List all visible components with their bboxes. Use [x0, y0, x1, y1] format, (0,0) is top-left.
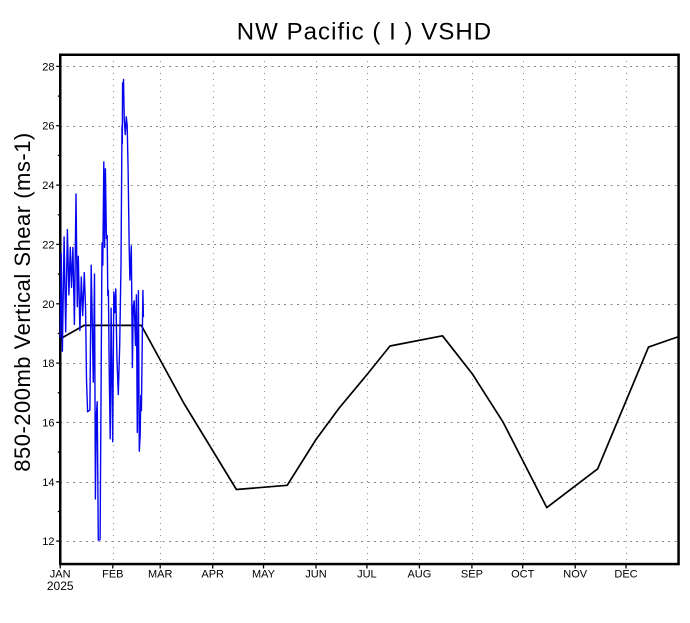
svg-text:28: 28 — [42, 61, 54, 73]
svg-text:MAY: MAY — [252, 569, 276, 581]
svg-text:26: 26 — [42, 121, 54, 133]
svg-text:850-200mb Vertical Shear (ms-1: 850-200mb Vertical Shear (ms-1) — [10, 132, 35, 472]
svg-text:APR: APR — [201, 569, 224, 581]
svg-text:20: 20 — [42, 299, 54, 311]
svg-text:2025: 2025 — [47, 579, 74, 593]
svg-text:18: 18 — [42, 358, 54, 370]
svg-text:MAR: MAR — [148, 569, 173, 581]
svg-text:14: 14 — [42, 477, 54, 489]
svg-text:JUN: JUN — [305, 569, 326, 581]
svg-text:24: 24 — [42, 180, 54, 192]
svg-text:DEC: DEC — [614, 569, 637, 581]
svg-text:AUG: AUG — [407, 569, 431, 581]
svg-text:16: 16 — [42, 417, 54, 429]
svg-text:NW Pacific ( I ) VSHD: NW Pacific ( I ) VSHD — [237, 19, 492, 46]
svg-text:FEB: FEB — [102, 569, 123, 581]
svg-text:SEP: SEP — [461, 569, 483, 581]
svg-text:12: 12 — [42, 536, 54, 548]
svg-text:22: 22 — [42, 239, 54, 251]
svg-text:JUL: JUL — [357, 569, 377, 581]
svg-text:OCT: OCT — [511, 569, 535, 581]
svg-text:JAN: JAN — [50, 569, 71, 581]
svg-text:NOV: NOV — [563, 569, 588, 581]
